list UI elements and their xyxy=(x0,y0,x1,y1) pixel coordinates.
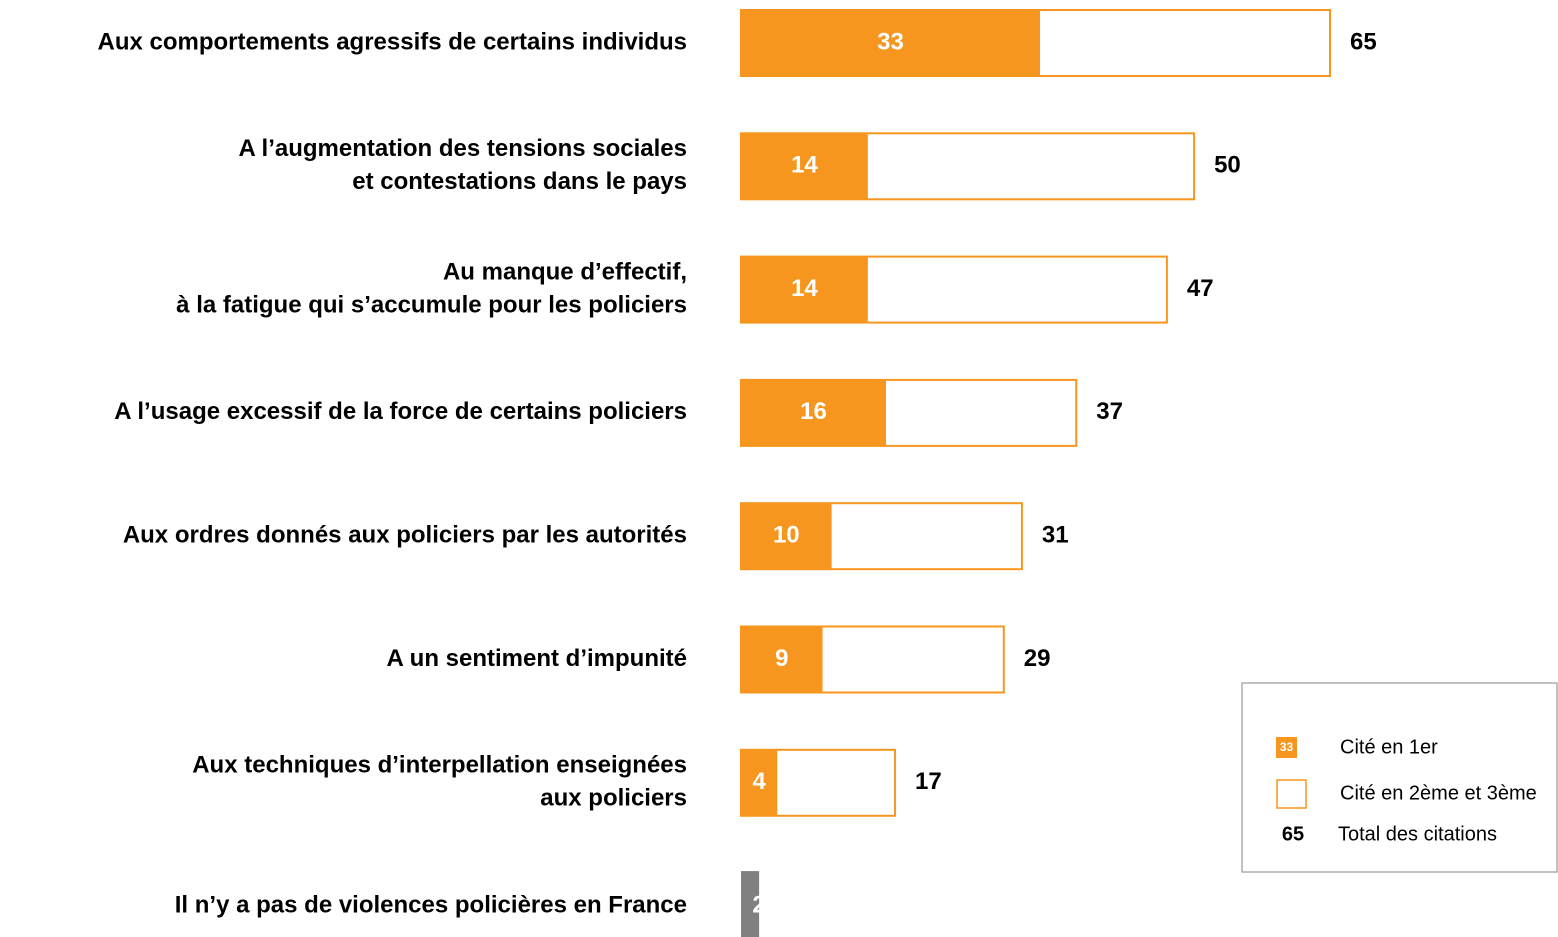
category-label: Au manque d’effectif, xyxy=(443,258,687,285)
category-label: Aux comportements agressifs de certains … xyxy=(97,28,687,55)
total-label: 65 xyxy=(1350,28,1377,55)
legend-label-first: Cité en 1er xyxy=(1340,736,1438,758)
first-bar xyxy=(741,10,1041,76)
first-label: 14 xyxy=(791,275,818,302)
category-label: et contestations dans le pays xyxy=(352,168,687,195)
first-label: 4 xyxy=(752,768,766,795)
legend-sample-total: 65 xyxy=(1282,823,1304,845)
total-label: 29 xyxy=(1024,645,1051,672)
total-label: 47 xyxy=(1187,275,1214,302)
total-label: 50 xyxy=(1214,152,1241,179)
first-bar xyxy=(741,503,832,570)
category-label: à la fatigue qui s’accumule pour les pol… xyxy=(176,291,687,318)
legend-swatch-first xyxy=(1276,737,1297,758)
category-label: A l’usage excessif de la force de certai… xyxy=(114,398,687,425)
first-label: 33 xyxy=(877,28,904,55)
first-label: 9 xyxy=(775,645,788,672)
category-label: Aux ordres donnés aux policiers par les … xyxy=(123,522,687,549)
legend-label-box: Cité en 2ème et 3ème xyxy=(1340,782,1537,804)
first-bar xyxy=(741,626,823,693)
first-bar xyxy=(741,256,868,323)
first-label: 14 xyxy=(791,152,818,179)
category-label: aux policiers xyxy=(540,785,687,812)
first-bar xyxy=(741,871,760,937)
legend-box xyxy=(1241,682,1558,873)
legend-sample-first: 33 xyxy=(1280,740,1294,754)
category-label: A un sentiment d’impunité xyxy=(387,645,687,672)
first-label: 10 xyxy=(773,522,800,549)
category-label: Il n’y a pas de violences policières en … xyxy=(175,891,687,918)
first-bar xyxy=(741,749,778,816)
first-label: 16 xyxy=(800,398,827,425)
total-label: 31 xyxy=(1042,522,1069,549)
first-bar xyxy=(741,133,868,200)
category-label: A l’augmentation des tensions sociales xyxy=(238,135,687,162)
first-label: 2 xyxy=(752,891,765,918)
legend-swatch-box xyxy=(1276,779,1307,809)
category-label: Aux techniques d’interpellation enseigné… xyxy=(192,752,687,779)
total-label: 17 xyxy=(915,768,942,795)
legend-label-total: Total des citations xyxy=(1338,823,1497,845)
total-label: 37 xyxy=(1096,398,1123,425)
first-bar xyxy=(741,379,886,446)
